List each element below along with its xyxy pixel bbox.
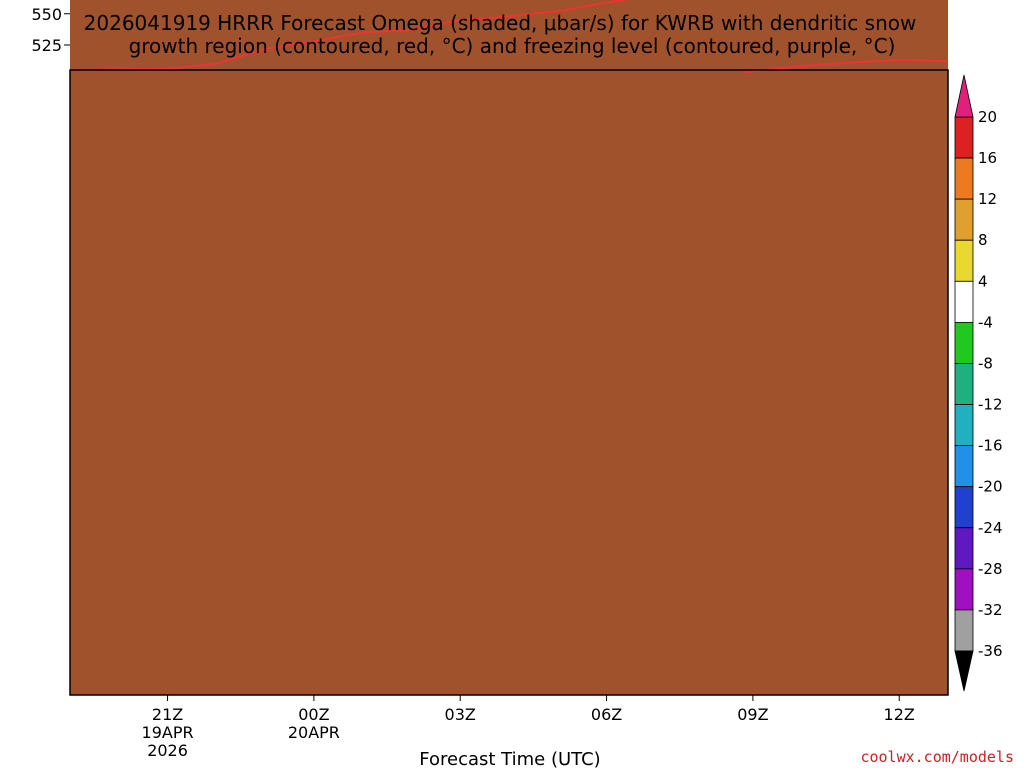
x-tick-label-09Z: 09Z [737,705,768,724]
x-tick-label-00Z: 00Z [298,705,329,724]
y-tick-label-525: 525 [31,36,62,55]
colorbar-label-4: 4 [978,272,988,290]
colorbar-label-9: -20 [978,478,1003,496]
chart-title-line1: 2026041919 HRRR Forecast Omega (shaded, … [84,11,917,35]
x-tick-label-03Z: 03Z [445,705,476,724]
colorbar-swatch-3 [954,239,974,282]
terrain-fill [70,0,948,695]
colorbar-label-5: -4 [978,313,993,331]
colorbar-swatch-11 [954,568,974,611]
plot-frame [69,69,949,696]
plot-area: 0 [69,0,949,696]
x-tick-label-21Z: 21Z [152,705,183,724]
x-tick-label-06Z: 06Z [591,705,622,724]
colorbar-swatch-2 [954,198,974,241]
x-tick-year-21Z: 2026 [147,741,188,760]
colorbar-label-12: -32 [978,601,1003,619]
x-tick-label-12Z: 12Z [884,705,915,724]
colorbar-label-13: -36 [978,642,1003,660]
colorbar-bottom-cap [954,650,974,692]
colorbar-swatch-1 [954,157,974,200]
colorbar-swatch-5 [954,321,974,364]
colorbar-label-6: -8 [978,354,993,372]
chart-title-line2: growth region (contoured, red, °C) and f… [129,34,896,58]
colorbar-label-2: 12 [978,190,997,208]
colorbar-swatch-9 [954,486,974,529]
colorbar-swatch-0 [954,116,974,159]
credit-link[interactable]: coolwx.com/models [860,748,1014,766]
x-tick-date-21Z: 19APR [142,723,194,742]
colorbar-label-1: 16 [978,149,997,167]
colorbar-label-3: 8 [978,231,988,249]
colorbar-swatch-8 [954,445,974,488]
colorbar-label-7: -12 [978,396,1003,414]
colorbar-label-8: -16 [978,437,1003,455]
colorbar-swatch-12 [954,609,974,652]
colorbar-label-11: -28 [978,560,1003,578]
y-axis-ticks: 5255505756006256506757007257507758008258… [31,5,70,55]
colorbar-label-10: -24 [978,519,1003,537]
colorbar-top-cap [954,74,974,118]
y-tick-label-550: 550 [31,5,62,24]
colorbar-swatch-6 [954,363,974,405]
x-axis-label: Forecast Time (UTC) [419,749,600,768]
colorbar-swatch-7 [954,404,974,447]
colorbar-swatch-10 [954,527,974,570]
x-tick-date-00Z: 20APR [288,723,340,742]
colorbar: 20 16 12 8 4 -4 -8 -12 -16 -20 -24 -28 -32 -36 [954,74,1003,692]
colorbar-label-0: 20 [978,108,997,126]
colorbar-swatch-4 [954,280,974,323]
dgz-red-contour [69,0,630,71]
